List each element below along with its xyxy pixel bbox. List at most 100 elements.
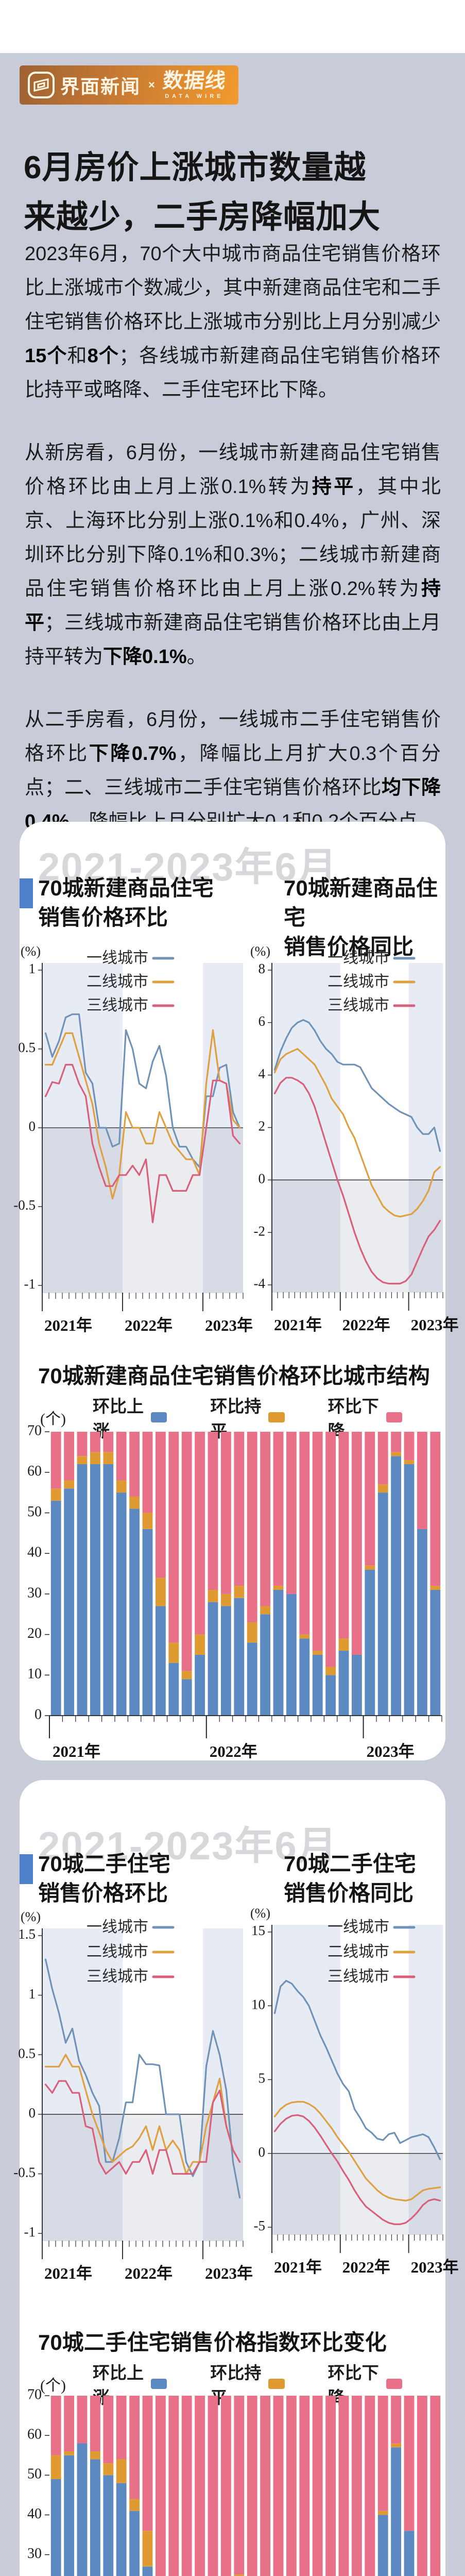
banner-separator: ×: [148, 78, 155, 91]
svg-text:(%): (%): [250, 1906, 270, 1921]
svg-text:三线城市: 三线城市: [87, 997, 148, 1014]
legend-item-rise: 环比上涨: [93, 1393, 167, 1442]
chart-title-new-mom: 70城新建商品住宅 销售价格环比: [38, 876, 214, 929]
svg-text:2023年: 2023年: [411, 1316, 459, 1334]
svg-text:30: 30: [27, 2546, 42, 2562]
svg-text:0.5: 0.5: [18, 1040, 36, 1055]
svg-text:三线城市: 三线城市: [87, 1968, 148, 1985]
chart-title-used-mom: 70城二手住宅 销售价格环比: [38, 1852, 170, 1905]
svg-text:2023年: 2023年: [205, 1316, 253, 1334]
brand-name: 界面新闻: [60, 76, 141, 97]
legend-swatch-rise-icon: [151, 2379, 167, 2389]
svg-text:二线城市: 二线城市: [328, 1943, 389, 1960]
svg-text:(%): (%): [250, 944, 270, 959]
svg-text:2021年: 2021年: [274, 2258, 322, 2276]
top-white-strip: [0, 0, 465, 53]
svg-text:1.5: 1.5: [18, 1926, 36, 1942]
chart-title-used-yoy: 70城二手住宅 销售价格同比: [284, 1852, 416, 1905]
bar-chart-title-used: 70城二手住宅销售价格指数环比变化: [38, 2330, 387, 2354]
svg-text:三线城市: 三线城市: [328, 1968, 389, 1985]
svg-text:2021年: 2021年: [44, 2264, 92, 2282]
svg-text:5: 5: [259, 2071, 266, 2086]
svg-text:二线城市: 二线城市: [328, 973, 389, 990]
svg-text:0: 0: [35, 1706, 42, 1722]
svg-text:0: 0: [29, 1118, 36, 1134]
svg-text:30: 30: [27, 1585, 42, 1601]
legend-item-rise: 环比上涨: [93, 2359, 167, 2409]
accent-bar: [20, 878, 33, 908]
svg-text:一线城市: 一线城市: [328, 950, 389, 967]
unit-label: (个): [40, 1411, 66, 1428]
legend-item-fall: 环比下降: [328, 1393, 403, 1442]
svg-text:10: 10: [27, 1666, 42, 1682]
svg-text:50: 50: [27, 2466, 42, 2482]
svg-text:4: 4: [259, 1066, 266, 1081]
paragraph-1: 2023年6月，70个大中城市商品住宅销售价格环比上涨城市个数减少，其中新建商品…: [25, 243, 441, 401]
svg-text:二线城市: 二线城市: [87, 1943, 148, 1960]
svg-text:(%): (%): [21, 1909, 41, 1924]
bar-legend: (个) 环比上涨 环比持平 环比下降: [40, 1393, 445, 1442]
svg-text:0: 0: [259, 2144, 266, 2160]
svg-text:2023年: 2023年: [411, 2258, 459, 2276]
svg-text:0: 0: [29, 2105, 36, 2121]
bar-chart-new-structure: 0 10 20 30 40 50 60 70 2021年 2022年 2023年: [27, 1422, 442, 1760]
svg-text:0.5: 0.5: [18, 2045, 36, 2061]
svg-text:2022年: 2022年: [125, 1316, 173, 1334]
svg-text:40: 40: [27, 1545, 42, 1561]
legend-swatch-flat-icon: [268, 2379, 285, 2389]
svg-text:一线城市: 一线城市: [87, 1919, 148, 1936]
svg-text:60: 60: [27, 1463, 42, 1479]
card-secondhand-homes: 2021-2023年6月 70城二手住宅 销售价格环比 70城二手住宅 销售价格同比…: [13, 1780, 459, 2576]
svg-text:10: 10: [251, 1996, 265, 2012]
svg-text:-2: -2: [254, 1223, 266, 1239]
legend-swatch-rise-icon: [151, 1412, 167, 1422]
line-chart-used-mom: 1.5 1 0.5 0 -0.5 -1 (%) 2021年 2022年 2023年 一线城市二线城市…: [13, 1909, 253, 2282]
accent-bar: [20, 1854, 33, 1884]
svg-text:15: 15: [251, 1923, 265, 1938]
svg-text:60: 60: [27, 2427, 42, 2443]
unit-label: (个): [40, 2377, 66, 2394]
card-new-homes: 2021-2023年6月 70城新建商品住宅 销售价格环比 70城新建商品住宅 销售…: [13, 822, 459, 1760]
watermark-date-range: 2021-2023年6月: [38, 1824, 338, 1868]
svg-text:-1: -1: [24, 2224, 36, 2240]
svg-text:2023年: 2023年: [205, 2264, 253, 2282]
svg-text:70: 70: [27, 2386, 42, 2402]
page-title: 6月房价上涨城市数量越 来越少，二手房降幅加大: [24, 149, 381, 235]
legend-swatch-flat-icon: [268, 1412, 285, 1422]
svg-text:1: 1: [29, 961, 36, 976]
svg-text:40: 40: [27, 2506, 42, 2522]
svg-text:二线城市: 二线城市: [87, 973, 148, 990]
svg-text:2021年: 2021年: [44, 1316, 92, 1334]
svg-text:8: 8: [259, 961, 266, 976]
svg-text:-4: -4: [254, 1276, 266, 1291]
bar-legend: (个) 环比上涨 环比持平 环比下降: [40, 2359, 445, 2409]
line-chart-new-mom: 1 0.5 0 -0.5 -1 (%) 2021年 2022年 2023年 一线城市二线城市三线城…: [13, 944, 253, 1334]
legend-item-flat: 环比持平: [210, 2359, 285, 2409]
svg-text:2022年: 2022年: [342, 1316, 390, 1334]
svg-text:-0.5: -0.5: [13, 1197, 36, 1213]
svg-text:1: 1: [29, 1986, 36, 2002]
svg-text:2021年: 2021年: [53, 1742, 100, 1760]
svg-text:0: 0: [259, 1171, 266, 1187]
svg-text:70: 70: [27, 1422, 42, 1438]
svg-text:50: 50: [27, 1504, 42, 1520]
jiemian-logo-icon: [28, 72, 55, 98]
bar-chart-title-new: 70城新建商品住宅销售价格环比城市结构: [38, 1364, 430, 1388]
svg-text:一线城市: 一线城市: [328, 1919, 389, 1936]
legend-swatch-fall-icon: [386, 1412, 403, 1422]
chart-title-new-yoy: 70城新建商品住宅 销售价格同比: [284, 876, 438, 959]
article-body: 2023年6月，70个大中城市商品住宅销售价格环比上涨城市个数减少，其中新建商品…: [25, 237, 441, 868]
svg-text:-0.5: -0.5: [13, 2165, 36, 2180]
svg-text:-1: -1: [24, 1276, 36, 1292]
datawire-logo: 数据线 DATA WIRE: [161, 70, 228, 99]
paragraph-3: 从二手房看，6月份，一线城市二手住宅销售价格环比下降0.7%，降幅比上月扩大0.…: [25, 709, 441, 833]
svg-text:20: 20: [27, 1625, 42, 1641]
watermark-date-range: 2021-2023年6月: [38, 845, 338, 889]
svg-text:(%): (%): [21, 944, 41, 959]
svg-text:2022年: 2022年: [125, 2264, 173, 2282]
svg-text:2: 2: [259, 1118, 266, 1134]
